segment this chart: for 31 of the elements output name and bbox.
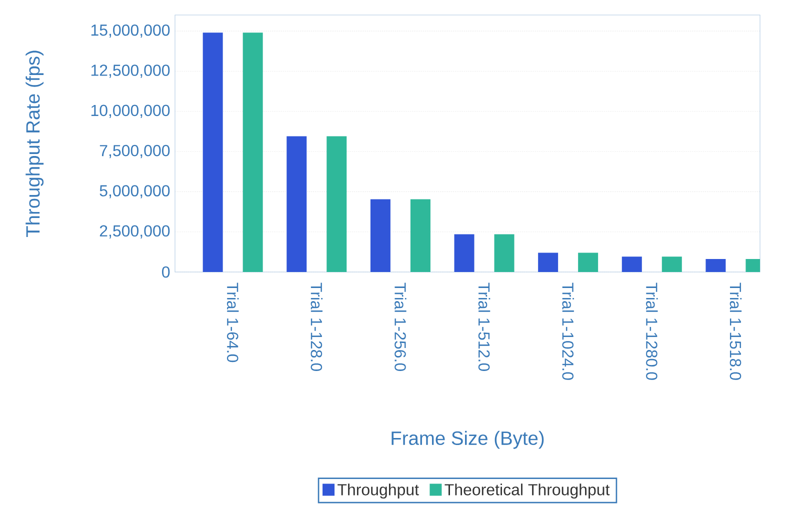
x-tick-label: Trial 1-1024.0 <box>562 282 574 380</box>
y-tick-label: 10,000,000 <box>91 104 170 118</box>
bar <box>370 199 390 272</box>
x-tick-label: Trial 1-256.0 <box>394 282 406 371</box>
y-tick-label: 7,500,000 <box>100 144 170 158</box>
bar <box>578 252 598 272</box>
x-tick-label: Trial 1-1518.0 <box>730 282 742 380</box>
legend-label: Theoretical Throughput <box>444 484 610 499</box>
x-tick-label: Trial 1-512.0 <box>478 282 490 371</box>
y-axis-title: Throughput Rate (fps) <box>26 50 44 237</box>
x-tick-label: Trial 1-64.0 <box>226 282 239 362</box>
y-tick-label: 5,000,000 <box>100 185 170 198</box>
y-tick-label: 15,000,000 <box>91 24 170 38</box>
bar <box>538 252 558 272</box>
y-tick-label: 2,500,000 <box>100 225 170 238</box>
bar <box>242 32 263 272</box>
y-tick-label: 12,500,000 <box>91 64 170 78</box>
bar <box>410 199 430 272</box>
x-tick-label: Trial 1-1280.0 <box>646 282 658 380</box>
bar <box>326 136 347 272</box>
bar <box>454 234 474 272</box>
bar <box>494 234 514 272</box>
bar <box>662 256 682 272</box>
bar <box>202 32 223 272</box>
bar <box>706 258 726 272</box>
legend-label: Throughput <box>338 484 419 499</box>
bar <box>286 136 307 272</box>
x-tick-label: Trial 1-128.0 <box>310 282 323 371</box>
bar <box>622 256 642 272</box>
x-axis-title: Frame Size (Byte) <box>392 430 544 449</box>
y-tick-label: 0 <box>162 266 170 278</box>
